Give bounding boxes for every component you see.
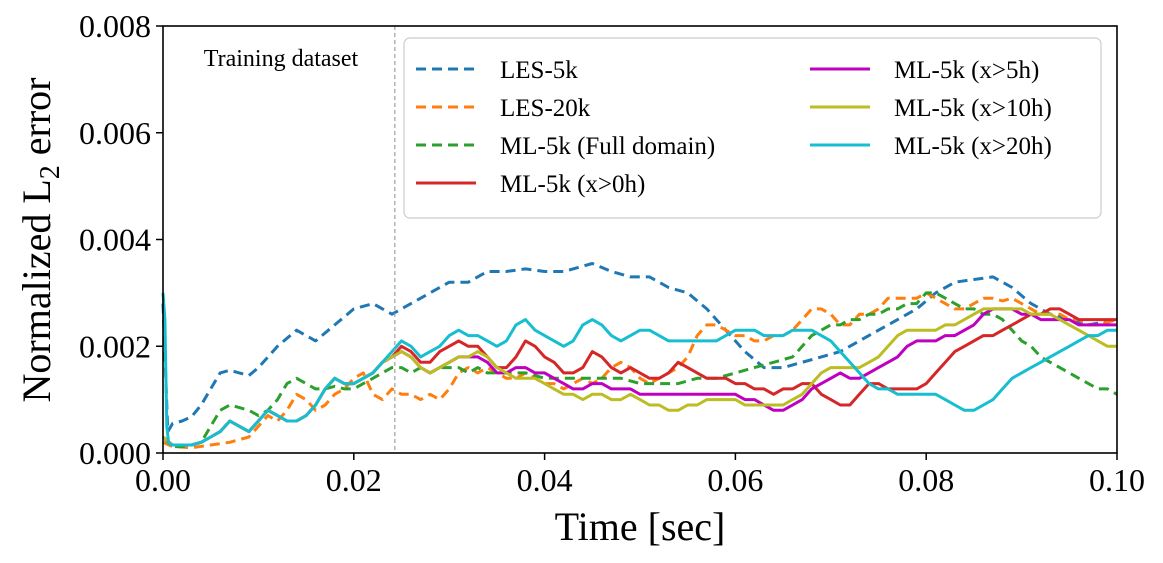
x-axis-label: Time [sec] [555, 504, 726, 549]
y-tick-label-2: 0.004 [79, 222, 151, 258]
y-tick-label-4: 0.008 [79, 8, 151, 44]
x-tick-label-1: 0.02 [326, 462, 382, 498]
x-tick-label-3: 0.06 [707, 462, 763, 498]
x-tick-label-2: 0.04 [517, 462, 573, 498]
y-axis-label-tail: error [14, 78, 59, 166]
legend-label-5: ML-5k (x>10h) [894, 95, 1052, 122]
y-axis-label-subscript: 2 [35, 165, 66, 179]
legend-label-0: LES-5k [500, 57, 578, 84]
x-tick-label-0: 0.00 [135, 462, 191, 498]
y-tick-label-0: 0.000 [79, 435, 151, 471]
legend-label-4: ML-5k (x>5h) [894, 57, 1039, 84]
series-line-6 [161, 292, 1117, 447]
y-axis-label: Normalized L2 error [14, 78, 66, 403]
y-tick-label-1: 0.002 [79, 328, 151, 364]
annotation-layer: Training dataset [204, 26, 396, 453]
ticks-layer: 0.00 0.02 0.04 0.06 0.08 0.10 0.000 0.002 0.004 0… [79, 8, 1145, 498]
legend-entries: LES-5k LES-20k ML-5k (Full domain) ML-5k (x… [416, 57, 1052, 198]
x-tick-label-5: 0.10 [1089, 462, 1145, 498]
y-tick-label-3: 0.006 [79, 115, 151, 151]
series-line-1 [162, 291, 1118, 450]
legend: LES-5k LES-20k ML-5k (Full domain) ML-5k (x… [403, 37, 1102, 219]
series-layer [161, 262, 1118, 450]
y-axis-label-main: Normalized L [14, 179, 59, 402]
training-dataset-annotation: Training dataset [204, 46, 359, 72]
legend-label-3: ML-5k (x>0h) [500, 171, 645, 198]
legend-label-2: ML-5k (Full domain) [500, 133, 715, 160]
legend-box [403, 37, 1102, 219]
legend-label-1: LES-20k [500, 95, 591, 122]
x-tick-label-4: 0.08 [898, 462, 954, 498]
legend-label-6: ML-5k (x>20h) [894, 133, 1052, 160]
series-line-0 [161, 262, 1118, 434]
